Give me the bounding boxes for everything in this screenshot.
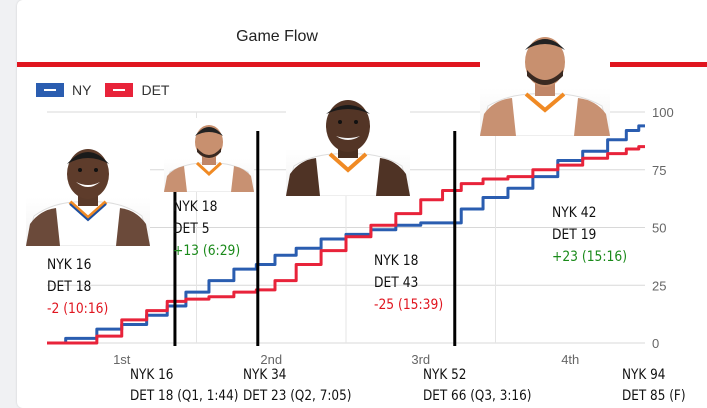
annotation-1-ny: NYK 16: [47, 257, 92, 273]
break-label-q2-ny: NYK 34: [243, 367, 287, 383]
legend-label-det: DET: [141, 82, 170, 98]
annotation-2-delta: +13 (6:29): [173, 243, 241, 259]
y-tick-label: 75: [652, 163, 666, 178]
annotation-3-delta: -25 (15:39): [374, 297, 444, 313]
break-label-q3-ny: NYK 52: [423, 367, 467, 383]
annotation-2-ny: NYK 18: [173, 199, 218, 215]
legend: NY DET: [36, 82, 183, 98]
title-underline: [17, 62, 707, 67]
page-title: Game Flow: [236, 28, 318, 45]
series-line-det: [47, 145, 645, 345]
player-photo-3: [286, 92, 410, 196]
y-tick-label: 0: [652, 336, 659, 351]
x-tick-label: 4th: [561, 352, 579, 367]
series-line-ny: [47, 124, 645, 345]
y-tick-label: 25: [652, 278, 666, 293]
legend-item-det[interactable]: DET: [105, 82, 169, 98]
x-tick-label: 3rd: [411, 352, 430, 367]
break-label-q3-det: DET 66 (Q3, 3:16): [423, 388, 532, 404]
annotation-2-det: DET 5: [173, 221, 210, 237]
break-label-q1: NYK 16 DET 18 (Q1, 1:44): [130, 365, 238, 407]
break-label-q1-det: DET 18 (Q1, 1:44): [130, 388, 239, 404]
annotation-3-det: DET 43: [374, 275, 419, 291]
break-label-q3: NYK 52 DET 66 (Q3, 3:16): [423, 365, 531, 407]
player-photo-2: [164, 118, 254, 192]
break-label-q2-det: DET 23 (Q2, 7:05): [243, 388, 352, 404]
annotation-1: NYK 16 DET 18 -2 (10:16): [47, 254, 108, 320]
break-label-final: NYK 94 DET 85 (F): [622, 365, 686, 407]
annotation-4-delta: +23 (15:16): [552, 249, 628, 265]
annotation-4-ny: NYK 42: [552, 205, 597, 221]
player-photo-1: [26, 138, 150, 246]
break-label-final-det: DET 85 (F): [622, 388, 686, 404]
x-tick-label: 2nd: [260, 352, 282, 367]
legend-swatch-ny: [36, 83, 64, 97]
legend-item-ny[interactable]: NY: [36, 82, 91, 98]
annotation-4-det: DET 19: [552, 227, 597, 243]
annotation-1-det: DET 18: [47, 279, 92, 295]
x-tick-label: 1st: [113, 352, 131, 367]
break-label-q2: NYK 34 DET 23 (Q2, 7:05): [243, 365, 351, 407]
annotation-3: NYK 18 DET 43 -25 (15:39): [374, 250, 443, 316]
y-tick-label: 100: [652, 105, 674, 120]
annotation-3-ny: NYK 18: [374, 253, 419, 269]
y-tick-label: 50: [652, 221, 666, 236]
legend-swatch-det: [105, 83, 134, 97]
break-label-q1-ny: NYK 16: [130, 367, 174, 383]
break-label-final-ny: NYK 94: [622, 367, 666, 383]
player-photo-4: [480, 30, 610, 136]
annotation-1-delta: -2 (10:16): [47, 301, 109, 317]
annotation-4: NYK 42 DET 19 +23 (15:16): [552, 202, 627, 268]
legend-label-ny: NY: [72, 82, 92, 98]
annotation-2: NYK 18 DET 5 +13 (6:29): [173, 196, 240, 262]
